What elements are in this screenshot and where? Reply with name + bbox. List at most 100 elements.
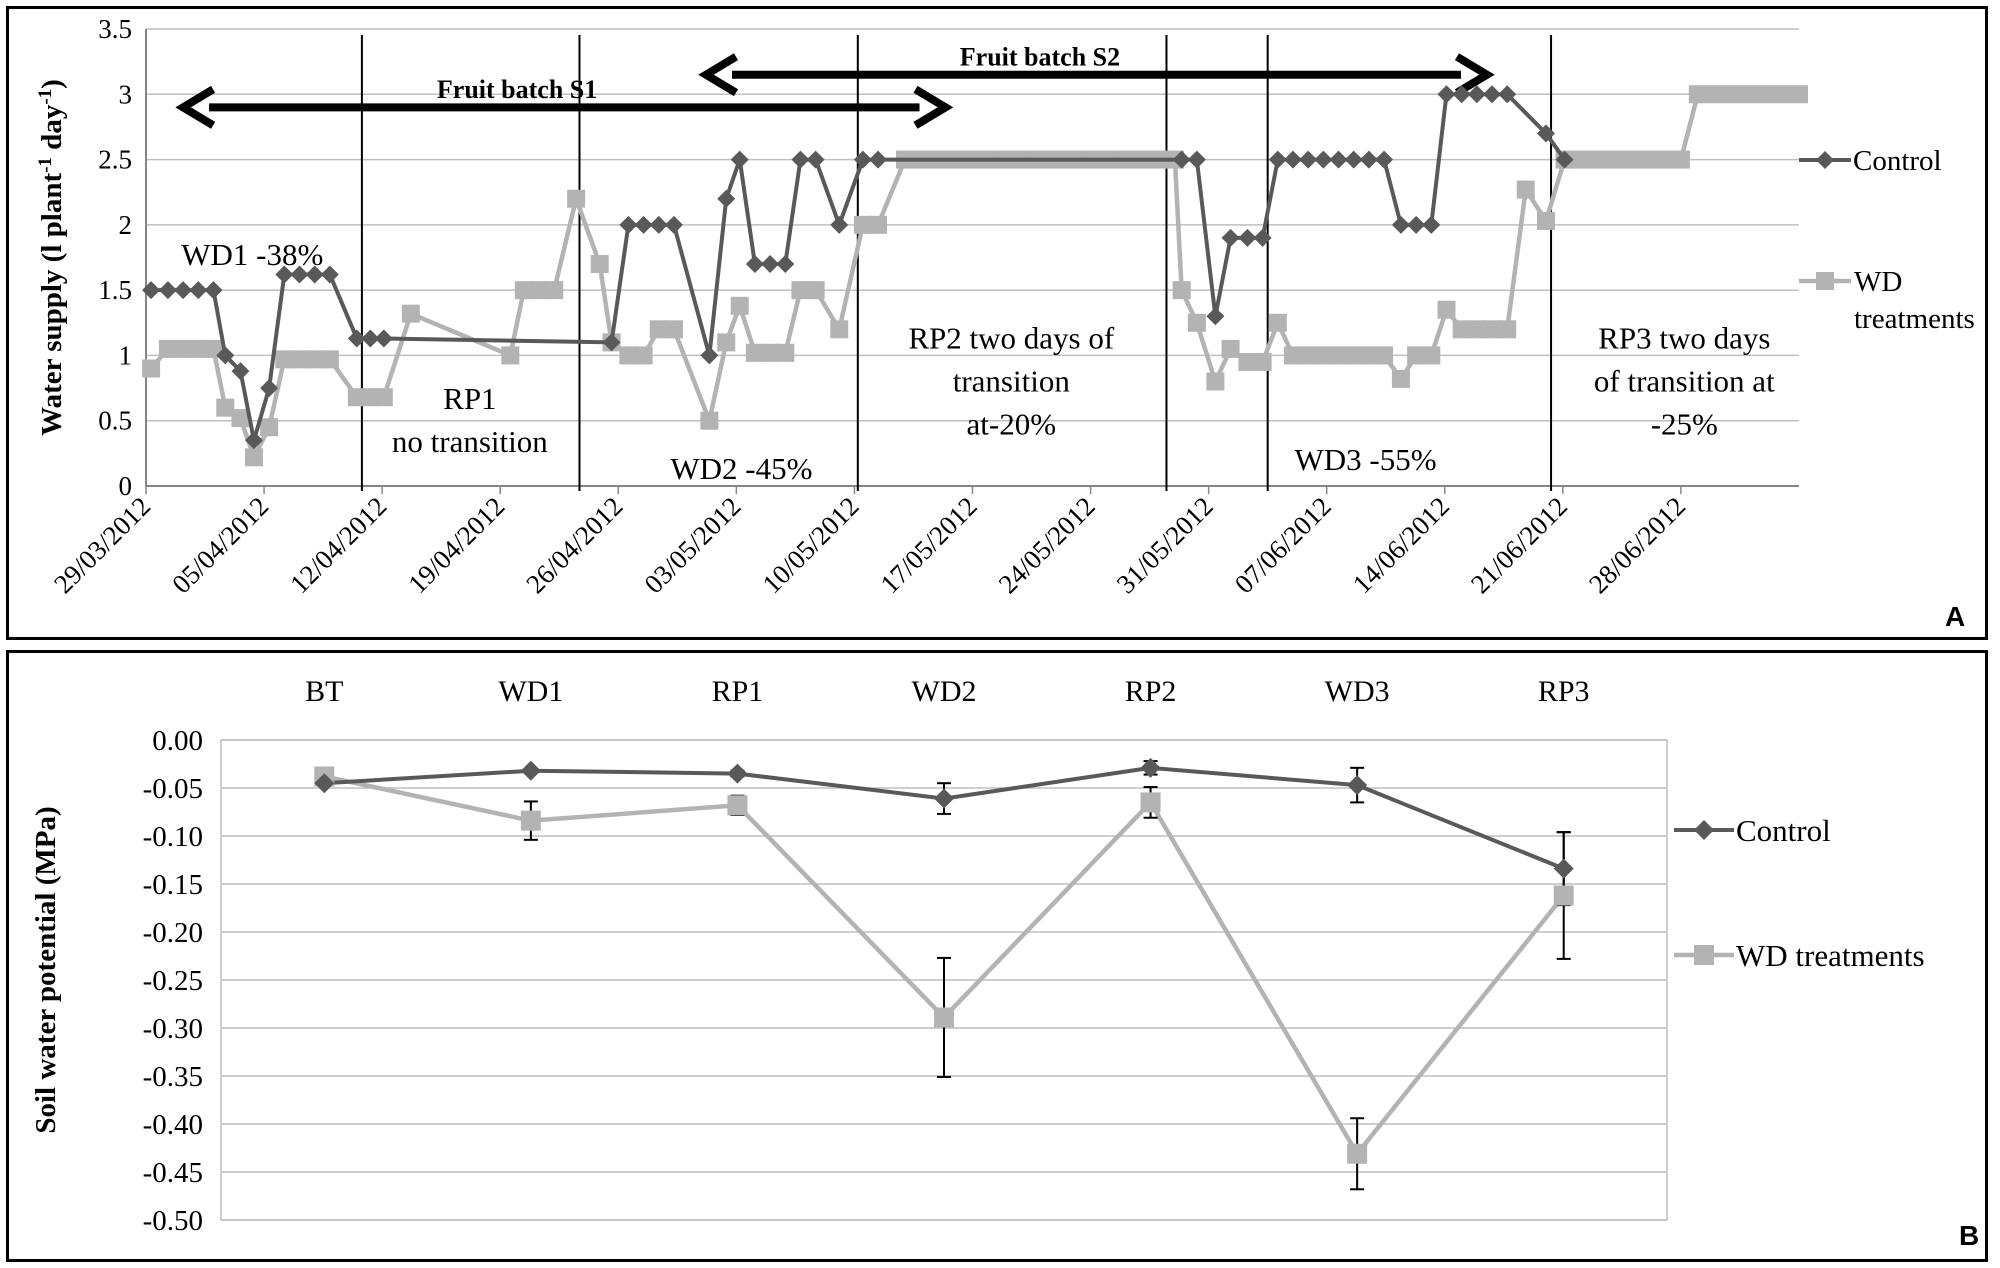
control-point [1407, 215, 1426, 234]
wd-treatments-point [590, 255, 609, 274]
phase-label: WD3 -55% [1294, 442, 1436, 477]
control-point [619, 215, 638, 234]
phase-label: transition [953, 364, 1071, 399]
wd-treatments-point [1283, 346, 1302, 365]
y-tick-label: -0.50 [143, 1205, 203, 1237]
control-point [1452, 85, 1471, 104]
x-tick-label: 12/04/2012 [284, 491, 392, 599]
y-tick-label: -0.15 [143, 869, 203, 901]
wd-treatments-point [514, 281, 533, 300]
category-label: RP2 [1125, 675, 1177, 708]
wd-treatments-point [869, 215, 888, 234]
phase-label: of transition at [1594, 364, 1775, 399]
wd-treatments-point [1407, 346, 1426, 365]
wd-treatments-point [260, 418, 279, 437]
control-point [1268, 150, 1287, 169]
wd-treatments-point [649, 320, 668, 339]
x-tick-label: 21/06/2012 [1465, 491, 1573, 599]
control-point [727, 763, 748, 784]
category-label: RP3 [1538, 675, 1590, 708]
wd-treatments-point [1238, 352, 1257, 371]
wd-treatments-point [1314, 346, 1333, 365]
y-tick-label: -0.45 [143, 1157, 203, 1189]
control-point [761, 255, 780, 274]
control-point [1187, 150, 1206, 169]
phase-label: WD2 -45% [670, 451, 812, 486]
x-tick-label: 19/04/2012 [402, 491, 510, 599]
control-point [664, 215, 683, 234]
wd-treatments-point [1467, 320, 1486, 339]
control-point [776, 255, 795, 274]
legend-control-marker [1816, 151, 1834, 169]
control-point [700, 346, 719, 365]
phase-label: -25% [1651, 407, 1718, 442]
control-point [361, 329, 380, 348]
wd-treatments-point [1688, 85, 1707, 104]
x-tick-label: 07/06/2012 [1229, 491, 1337, 599]
wd-treatments-point [1655, 150, 1674, 169]
wd-treatments-point [374, 388, 393, 407]
x-tick-label: 17/05/2012 [875, 491, 983, 599]
wd-treatments-point [401, 304, 420, 323]
control-point [1221, 228, 1240, 247]
control-point [1206, 307, 1225, 326]
control-point [1555, 150, 1574, 169]
y-tick-label: 1.5 [98, 275, 132, 305]
y-tick-label: 1 [119, 340, 133, 370]
y-tick-label: 3.5 [98, 14, 132, 44]
x-tick-label: 10/05/2012 [756, 491, 864, 599]
control-point [275, 265, 294, 284]
wd-treatments-point [501, 346, 520, 365]
control-point [1347, 775, 1368, 796]
wd-treatments-point [1587, 150, 1606, 169]
legend-wd-marker [1816, 272, 1834, 290]
wd-treatments-point [1604, 150, 1623, 169]
wd-treatments-point [305, 350, 324, 369]
control-point [853, 150, 872, 169]
control-point [142, 281, 161, 300]
control-point [231, 362, 250, 381]
x-tick-label: 26/04/2012 [520, 491, 628, 599]
control-point [189, 281, 208, 300]
panel-letter-b: B [1959, 1220, 1979, 1251]
wd-treatments-point [290, 350, 309, 369]
control-point [1467, 85, 1486, 104]
y-tick-label: 0 [119, 471, 133, 501]
wd-treatments-point [664, 320, 683, 339]
control-point [1344, 150, 1363, 169]
wd-treatments-point [1705, 85, 1724, 104]
control-point [869, 150, 888, 169]
wd-treatments-point [1516, 180, 1535, 199]
wd-treatments-point [1452, 320, 1471, 339]
wd-treatments-point [174, 339, 193, 358]
wd-treatments-point [530, 281, 549, 300]
legend-control-marker [1694, 820, 1714, 840]
wd-treatments-point [1638, 150, 1657, 169]
category-label: WD3 [1325, 675, 1390, 708]
wd-treatments-point [1790, 85, 1808, 104]
control-point [806, 150, 825, 169]
control-point [745, 255, 764, 274]
wd-treatments-point [830, 320, 849, 339]
wd-treatments-point [204, 339, 223, 358]
control-point [1422, 215, 1441, 234]
panel-letter-a: A [1945, 601, 1965, 632]
legend-control-label: Control [1853, 145, 1942, 177]
y-axis-title: Soil water potential (MPa) [30, 806, 62, 1133]
x-tick-label: 29/03/2012 [48, 491, 156, 599]
wd-treatments-point [567, 189, 586, 208]
wd-treatments-point [619, 346, 638, 365]
control-point [520, 760, 541, 781]
x-tick-label: 05/04/2012 [166, 491, 274, 599]
control-point [216, 346, 235, 365]
wd-treatments-point [745, 343, 764, 362]
category-label: WD1 [498, 675, 563, 708]
control-point [1283, 150, 1302, 169]
y-tick-label: 0.00 [152, 725, 203, 757]
wd-treatments-point [1375, 346, 1394, 365]
panel-a-water-supply-chart: 0 0.5 1 1.5 2 2.5 3 3.5 29/03/2012 05/04/2012 12/0… [6, 6, 1988, 640]
wd-treatments-point [1570, 150, 1589, 169]
wd-treatments-point [1498, 320, 1517, 339]
x-tick-label: 03/05/2012 [638, 491, 746, 599]
wd-treatments-point [776, 343, 795, 362]
